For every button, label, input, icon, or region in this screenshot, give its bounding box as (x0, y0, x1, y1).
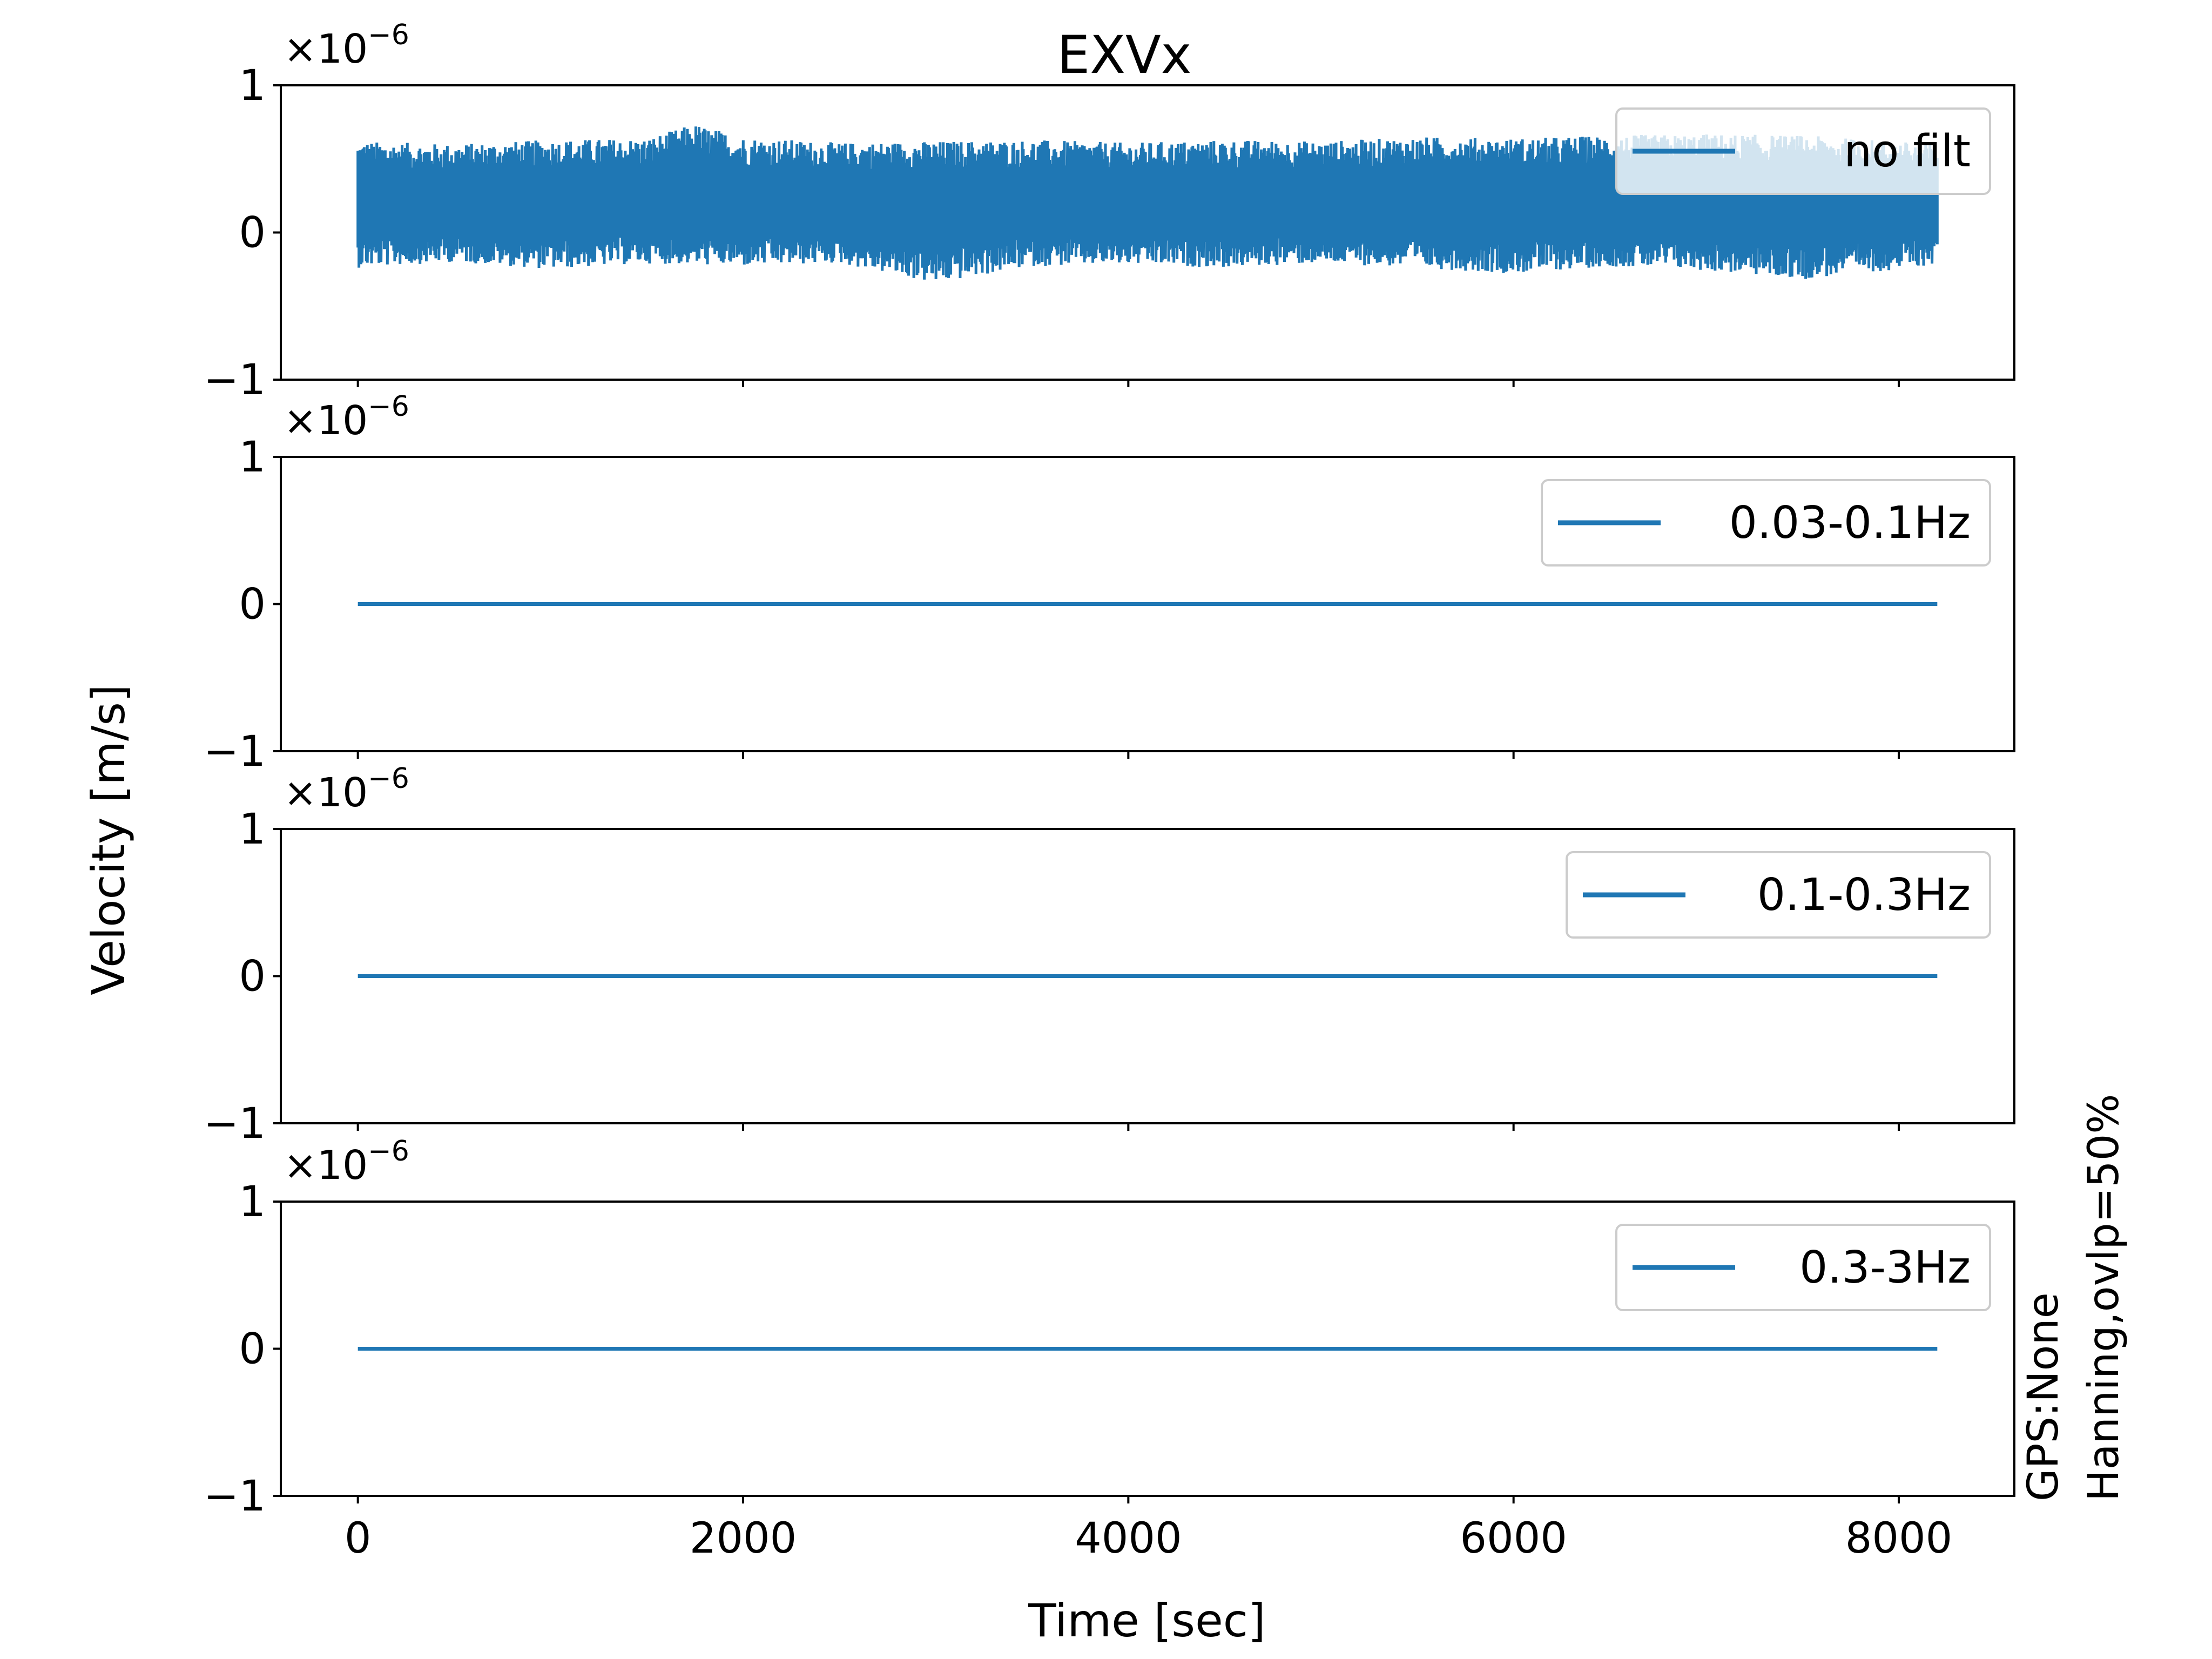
legend-box (1615, 107, 1991, 195)
legend: 0.3-3Hz (1615, 1224, 1991, 1311)
x-tick-label: 0 (345, 1514, 372, 1563)
x-axis-label: Time [sec] (1028, 1594, 1265, 1647)
y-tick-label: 0 (239, 1325, 266, 1374)
subplot-3: −1 0 1 ×10−6 0.1-0.3Hz (204, 763, 2015, 1148)
y-multiplier-label: ×10−6 (284, 19, 409, 72)
legend-box (1566, 851, 1991, 939)
legend-label: 0.3-3Hz (1799, 1242, 1971, 1293)
x-tick-label: 4000 (1075, 1514, 1182, 1563)
y-tick-label: 0 (239, 581, 266, 629)
side-note-line-1: GPS:None (2019, 1292, 2068, 1501)
y-tick-label: 1 (239, 433, 266, 482)
y-tick-label: −1 (204, 727, 266, 776)
legend: no filt (1615, 107, 1991, 195)
side-note: GPS:None Hanning,ovlp=50% (2019, 1094, 2128, 1501)
chart-title: EXVx (1057, 25, 1192, 85)
y-multiplier-label: ×10−6 (284, 1135, 409, 1189)
subplot-2: −1 0 1 ×10−6 0.03-0.1Hz (204, 390, 2015, 776)
y-multiplier-label: ×10−6 (284, 390, 409, 444)
y-axis-label: Velocity [m/s] (82, 684, 135, 995)
y-tick-label: 1 (239, 1178, 266, 1226)
legend: 0.1-0.3Hz (1566, 851, 1991, 939)
y-tick-label: 0 (239, 209, 266, 258)
legend-label: no filt (1844, 126, 1971, 177)
y-tick-label: −1 (204, 1100, 266, 1148)
subplot-4: −1 0 1 0 2000 4000 6000 8000 ×10−6 0.3-3Hz (204, 1135, 2015, 1563)
legend: 0.03-0.1Hz (1541, 479, 1991, 567)
y-tick-label: −1 (204, 1472, 266, 1521)
series-line-no-filt (356, 126, 1939, 280)
y-tick-label: 1 (239, 805, 266, 854)
y-tick-label: 1 (239, 62, 266, 110)
x-tick-label: 2000 (690, 1514, 797, 1563)
x-tick-label: 8000 (1845, 1514, 1953, 1563)
x-tick-label: 6000 (1460, 1514, 1567, 1563)
y-multiplier-label: ×10−6 (284, 763, 409, 816)
legend-box (1541, 479, 1991, 567)
y-tick-label: 0 (239, 953, 266, 1001)
legend-label: 0.1-0.3Hz (1757, 869, 1971, 921)
subplots: −1 0 1 ×10−6 no filt −1 0 1 ×10−6 0.03-0.1Hz −1 0 1 ×… (204, 19, 2015, 1563)
legend-label: 0.03-0.1Hz (1729, 497, 1971, 549)
y-tick-label: −1 (204, 356, 266, 404)
legend-box (1615, 1224, 1991, 1311)
subplot-1: −1 0 1 ×10−6 no filt (204, 19, 2015, 404)
side-note-line-2: Hanning,ovlp=50% (2080, 1094, 2128, 1501)
